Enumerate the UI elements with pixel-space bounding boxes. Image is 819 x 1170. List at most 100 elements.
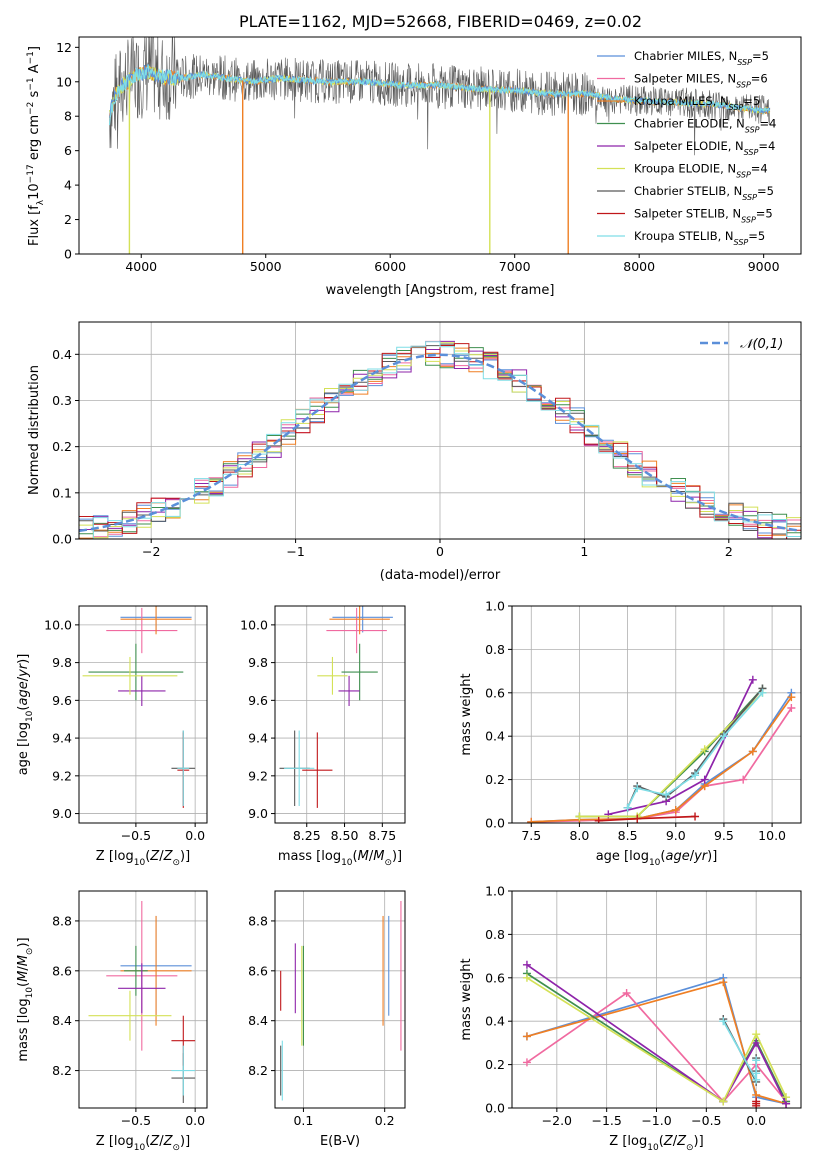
series-point-salpeter_miles — [739, 775, 748, 784]
plot-area — [522, 960, 791, 1108]
label-part: mass [ — [16, 1018, 31, 1061]
y-tick-label: 0.8 — [485, 642, 505, 657]
y-axis-label: Normed distribution — [27, 365, 42, 495]
label-part: / — [16, 676, 31, 681]
x-tick-label: 6000 — [374, 259, 406, 274]
label-part: ⊙ — [686, 1143, 694, 1153]
y-tick-label: 6 — [64, 143, 72, 158]
label-part: log — [321, 849, 341, 864]
label-part: ⊙ — [25, 948, 35, 956]
x-tick-label: 2 — [725, 544, 733, 559]
label-part: λ — [36, 199, 46, 205]
axes-frame — [274, 605, 406, 824]
series-point-salpeter_stelib — [633, 814, 642, 823]
label-part: ( — [353, 849, 358, 864]
x-tick-label: −2 — [142, 544, 160, 559]
x-tick-label: 8.50 — [331, 828, 359, 843]
series-line-kroupa_stelib — [626, 692, 764, 809]
series-line-kroupa_elodie — [526, 977, 787, 1103]
series-point-salpeter_miles — [522, 1058, 531, 1067]
x-axis-label: (data-model)/error — [380, 568, 501, 583]
axes-frame — [78, 890, 208, 1109]
y-tick-label: 9.0 — [248, 806, 268, 821]
x-tick-label: 0.1 — [293, 1113, 313, 1128]
y-tick-label: 0.2 — [52, 439, 72, 454]
label-part: Z — [676, 1134, 687, 1149]
series-point-kroupa_stelib — [752, 1069, 761, 1078]
axes-frame — [78, 605, 208, 824]
label-part: 10 — [649, 858, 661, 868]
series-point-salpeter_stelib — [691, 812, 700, 821]
x-tick-label: 8.25 — [293, 828, 321, 843]
observed-spectrum-line — [109, 37, 771, 156]
plot-area — [279, 606, 393, 808]
label-part: )] — [392, 849, 402, 864]
legend-sub: SSP — [744, 148, 759, 157]
y-tick-label: 9.6 — [52, 693, 72, 708]
histogram-chabrier_elodie — [79, 346, 801, 535]
label-part: )] — [707, 849, 717, 864]
y-axis-label: age [log10(age/yr)] — [16, 654, 35, 776]
legend-label: Salpeter ELODIE, N — [634, 139, 744, 153]
label-part: s — [27, 90, 42, 101]
x-axis-label: wavelength [Angstrom, rest frame] — [326, 283, 555, 298]
y-tick-label: 0.6 — [485, 685, 505, 700]
label-part: Z [ — [96, 1134, 114, 1149]
legend-entry: 𝒩(0,1) — [740, 337, 783, 352]
label-part: mass [ — [278, 849, 321, 864]
label-part: )] — [180, 1134, 190, 1149]
series-point-kroupa_elodie — [700, 745, 709, 754]
y-tick-label: 8.4 — [52, 1013, 72, 1028]
legend-label: Chabrier STELIB, N — [634, 184, 742, 198]
y-tick-label: 10 — [56, 74, 72, 89]
axes-frame — [511, 605, 802, 824]
x-axis-label: Z [log10(Z/Z⊙)] — [96, 849, 190, 868]
series-point-salpeter_miles — [622, 988, 631, 997]
histogram-kroupa_stelib — [79, 341, 801, 539]
x-axis-label: E(B-V) — [320, 1134, 360, 1149]
legend-entry: Chabrier ELODIE, NSSP=4 — [634, 117, 776, 135]
x-tick-label: 9.5 — [714, 828, 734, 843]
legend-tail: =5 — [748, 229, 765, 243]
panel-age-Z: −0.5 0.09.09.29.49.69.810.0Z [log10(Z/Z⊙)… — [16, 605, 208, 868]
label-part: M — [373, 849, 384, 864]
panel-mass-weight-vs-age: 7.5 8.0 8.5 9.0 9.5 10.0 0.0 0.2 0.4 0.6 0.8 1.0 age… — [459, 599, 802, 868]
model-spectrum-kroupa_stelib — [108, 64, 771, 126]
label-part: M — [358, 849, 369, 864]
legend-tail: =4 — [760, 117, 777, 131]
panel-age-mass: 8.25 8.50 8.75 9.0 9.2 9.4 9.6 9.8 10.0 mass [log… — [240, 605, 406, 868]
label-part: Z — [663, 1134, 674, 1149]
y-tick-label: 8.6 — [52, 963, 72, 978]
x-axis-label: Z [log10(Z/Z⊙)] — [96, 1134, 190, 1153]
label-part: log — [114, 849, 134, 864]
legend-entry: Kroupa STELIB, NSSP=5 — [634, 229, 765, 247]
label-part: ( — [16, 982, 31, 987]
label-part: log — [16, 722, 31, 742]
panel-residuals: −2 −1 0 1 2 0.0 0.1 0.2 0.3 0.4 𝒩(0,1) (data-model)… — [27, 321, 802, 583]
label-part: / — [673, 1134, 678, 1149]
label-part: Z [ — [96, 849, 114, 864]
plot-area — [280, 900, 402, 1101]
legend-sub: SSP — [736, 170, 751, 179]
x-tick-label: 0.2 — [375, 1113, 395, 1128]
legend-label: Salpeter STELIB, N — [634, 207, 741, 221]
legend-entry: Salpeter ELODIE, NSSP=4 — [634, 139, 775, 157]
legend-tail: =5 — [752, 49, 769, 63]
label-part: ⊙ — [172, 858, 180, 868]
y-tick-label: 10.0 — [240, 617, 268, 632]
label-part: / — [159, 849, 164, 864]
label-part: M — [16, 955, 31, 966]
y-tick-label: 9.2 — [52, 768, 72, 783]
plot-area — [88, 900, 196, 1104]
label-part: yr — [693, 849, 709, 864]
panel-spectrum: 4000 5000 6000 7000 8000 9000 0 2 4 6 8 10 12 Chabrie… — [26, 36, 802, 298]
label-part: M — [16, 971, 31, 982]
label-part: 10 — [647, 1143, 659, 1153]
series-point-kroupa_stelib — [633, 784, 642, 793]
label-part: 10 — [25, 987, 35, 999]
label-part: −2 — [26, 102, 36, 115]
x-tick-label: 1 — [580, 544, 588, 559]
y-axis-label: mass [log10(M/M⊙)] — [16, 937, 35, 1061]
x-tick-label: 0.0 — [185, 1113, 205, 1128]
series-point-kroupa_stelib — [719, 1017, 728, 1026]
